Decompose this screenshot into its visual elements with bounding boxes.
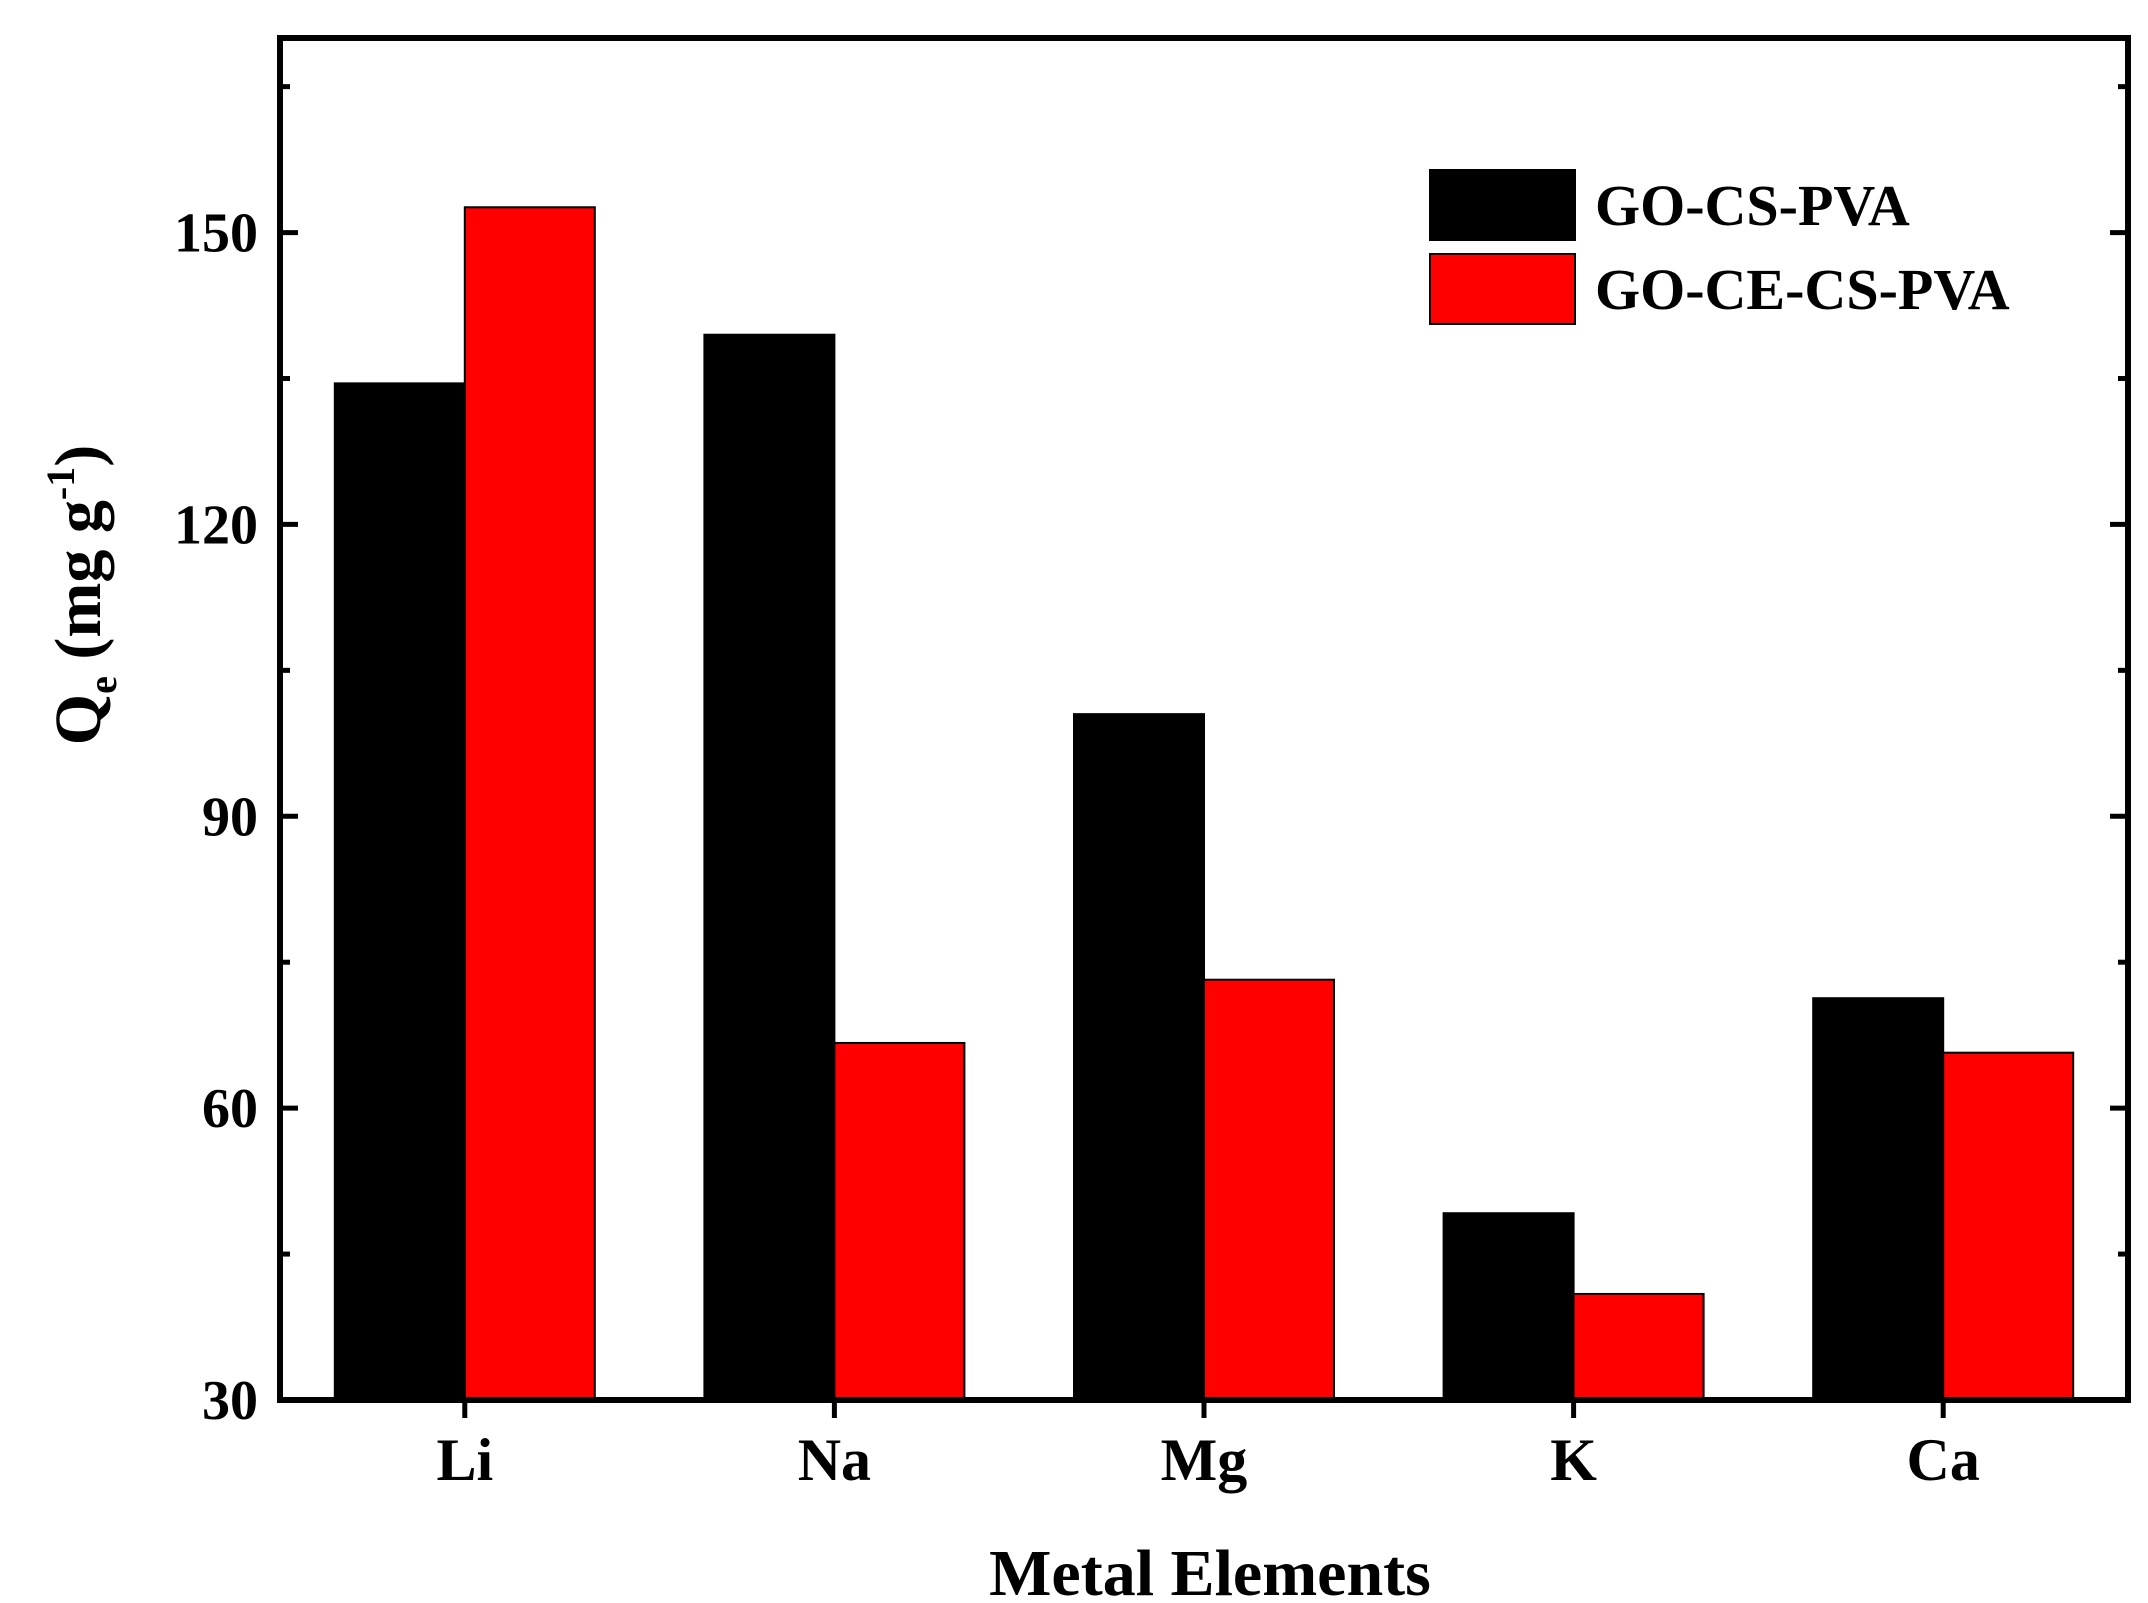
bar-go-ce-cs-pva-na	[833, 1041, 966, 1401]
y-axis-title: Qe (mg g-1)	[38, 445, 125, 745]
bars-layer	[333, 206, 2075, 1402]
y-axis-title-superscript: -1	[38, 467, 83, 500]
legend: GO-CS-PVA GO-CE-CS-PVA	[1429, 169, 2010, 325]
y-axis-title-close: )	[42, 445, 115, 467]
y-axis-title-units: (mg g	[42, 500, 115, 676]
bar-go-cs-pva-k	[1442, 1212, 1575, 1401]
y-axis: 30 60 90 120 150	[174, 84, 2128, 1432]
y-tick-label: 150	[174, 203, 258, 265]
y-tick-label: 60	[202, 1078, 258, 1140]
x-axis-title: Metal Elements	[989, 1537, 1431, 1603]
y-axis-title-subscript: e	[80, 676, 125, 694]
legend-label-go-cs-pva: GO-CS-PVA	[1595, 173, 1910, 238]
x-tick-label-na: Na	[798, 1427, 871, 1493]
x-tick-label-ca: Ca	[1907, 1427, 1980, 1493]
bar-go-ce-cs-pva-mg	[1203, 978, 1335, 1401]
bar-go-ce-cs-pva-li	[463, 206, 596, 1402]
y-tick-label: 120	[174, 494, 258, 556]
x-tick-label-li: Li	[436, 1427, 493, 1493]
bar-go-cs-pva-ca	[1812, 997, 1945, 1402]
legend-swatch-go-ce-cs-pva	[1429, 253, 1576, 325]
x-tick-label-k: K	[1550, 1427, 1597, 1493]
legend-label-go-ce-cs-pva: GO-CE-CS-PVA	[1595, 257, 2010, 322]
bar-go-ce-cs-pva-k	[1572, 1292, 1705, 1402]
legend-swatch-go-cs-pva	[1429, 169, 1576, 241]
x-axis: Li Na Mg K Ca	[436, 1400, 1980, 1493]
x-tick-label-mg: Mg	[1161, 1427, 1248, 1493]
bar-go-cs-pva-mg	[1073, 713, 1205, 1401]
bar-go-ce-cs-pva-ca	[1942, 1051, 2075, 1401]
y-tick-label: 90	[202, 786, 258, 848]
y-tick-label: 30	[202, 1370, 258, 1432]
y-axis-title-main: Q	[42, 694, 115, 745]
bar-go-cs-pva-li	[333, 382, 466, 1402]
bar-go-cs-pva-na	[703, 333, 836, 1401]
